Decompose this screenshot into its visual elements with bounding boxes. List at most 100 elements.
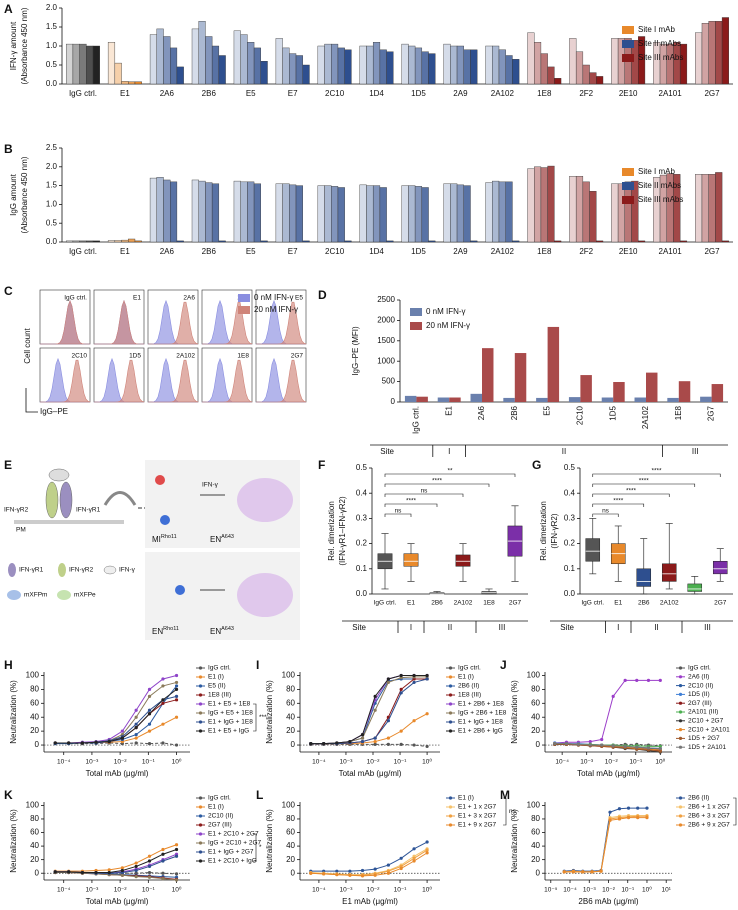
bar xyxy=(449,397,461,402)
bar xyxy=(482,348,494,402)
y-axis-label: (Absorbance 450 nm) xyxy=(20,156,29,233)
legend-marker xyxy=(448,666,453,670)
bar xyxy=(450,183,458,243)
y-axis-label: Rel. dimerization xyxy=(327,501,336,561)
data-point xyxy=(636,816,640,820)
comparison-label: ** xyxy=(447,468,453,475)
bar xyxy=(408,185,416,243)
y-axis-label: Cell count xyxy=(23,327,32,363)
data-point xyxy=(120,736,124,740)
y-tick-label: 0.4 xyxy=(564,488,576,497)
data-point xyxy=(360,739,365,744)
y-tick-label: 1.5 xyxy=(46,181,58,190)
data-point xyxy=(562,870,566,874)
legend-label: 20 nM IFN-γ xyxy=(426,321,470,330)
x-tick-label: E1 xyxy=(444,405,453,415)
data-point xyxy=(373,694,377,698)
site-label: III xyxy=(499,623,506,632)
bar xyxy=(331,43,339,85)
box xyxy=(661,563,677,582)
bar xyxy=(282,183,290,243)
comparison-bracket xyxy=(592,503,645,507)
legend-label: IgG + 2B6 + 1E8 xyxy=(458,710,507,717)
x-tick-label: E5 xyxy=(246,247,256,256)
x-tick-label: 2B6 xyxy=(202,89,217,98)
data-point xyxy=(147,742,152,746)
bar xyxy=(240,34,248,85)
data-point xyxy=(174,684,179,688)
data-point xyxy=(360,736,365,740)
data-point xyxy=(348,873,352,877)
bar xyxy=(169,47,178,85)
legend-marker xyxy=(198,850,203,854)
y-axis-label: Neutralization (%) xyxy=(265,809,274,873)
bar xyxy=(701,174,709,243)
bar xyxy=(86,45,94,85)
legend-marker xyxy=(678,814,683,818)
legend-label: IFN-γR1 xyxy=(19,567,44,574)
x-axis-label: E1 mAb (μg/ml) xyxy=(342,897,398,906)
data-point xyxy=(174,673,179,678)
x-axis-label: IgG–PE xyxy=(40,407,68,416)
panel-letter: M xyxy=(500,788,510,802)
legend-label: mXFPm xyxy=(24,592,47,599)
bar xyxy=(463,49,471,85)
data-point xyxy=(611,744,615,748)
y-tick-label: 0.4 xyxy=(356,488,368,497)
y-tick-label: 40 xyxy=(30,841,39,850)
x-tick-label: 2C10 xyxy=(576,405,585,425)
bar xyxy=(428,240,436,243)
bar xyxy=(72,240,80,243)
panel-letter: H xyxy=(4,658,13,672)
data-point xyxy=(322,742,326,746)
histogram-curve xyxy=(256,359,307,403)
data-point xyxy=(373,708,377,712)
x-tick-label: 10⁻⁴ xyxy=(555,759,569,766)
data-point xyxy=(623,744,627,749)
data-point xyxy=(425,851,429,855)
bar xyxy=(401,43,409,85)
series-line xyxy=(564,807,647,872)
legend-marker xyxy=(198,823,203,827)
data-point xyxy=(412,719,416,723)
bar xyxy=(421,187,429,243)
axis-arrows xyxy=(25,388,38,413)
bar xyxy=(527,32,535,85)
y-tick-label: 1.0 xyxy=(46,200,58,209)
y-tick-label: 500 xyxy=(382,377,396,386)
comparison-bracket xyxy=(384,483,490,487)
x-tick-label: 10⁰ xyxy=(422,758,432,766)
legend-label: IFN-γ xyxy=(119,567,136,574)
data-point xyxy=(322,872,326,876)
x-tick-label: 2A102 xyxy=(641,405,650,429)
data-point xyxy=(386,736,390,740)
y-tick-label: 0.1 xyxy=(564,564,576,573)
legend-swatch xyxy=(622,54,634,62)
x-axis-label: Total mAb (μg/ml) xyxy=(577,769,640,778)
data-point xyxy=(174,872,179,876)
x-tick-label: E7 xyxy=(288,247,298,256)
bar xyxy=(673,42,681,85)
legend-label: IgG ctrl. xyxy=(208,665,231,672)
bar xyxy=(337,187,345,243)
site-label: III xyxy=(692,447,699,456)
y-axis-label: (IFN-γR1–IFN-γR2) xyxy=(338,496,347,566)
site-label: I xyxy=(410,623,412,632)
panel-letter: F xyxy=(318,458,325,472)
series-line xyxy=(310,841,428,872)
data-point xyxy=(645,816,649,820)
data-point xyxy=(399,856,403,860)
x-tick-label: 10⁻¹ xyxy=(394,759,408,766)
comparison-label: ns xyxy=(602,508,610,515)
data-point xyxy=(425,712,429,716)
bar xyxy=(701,23,709,85)
bar xyxy=(169,181,178,243)
bar xyxy=(631,180,639,243)
x-axis-label: Total mAb (μg/ml) xyxy=(339,769,402,778)
data-point xyxy=(412,847,416,851)
y-tick-label: 0 xyxy=(536,740,541,749)
bar xyxy=(379,49,387,85)
legend-label: E5 (II) xyxy=(208,683,226,690)
probe-main: EN xyxy=(210,627,221,636)
